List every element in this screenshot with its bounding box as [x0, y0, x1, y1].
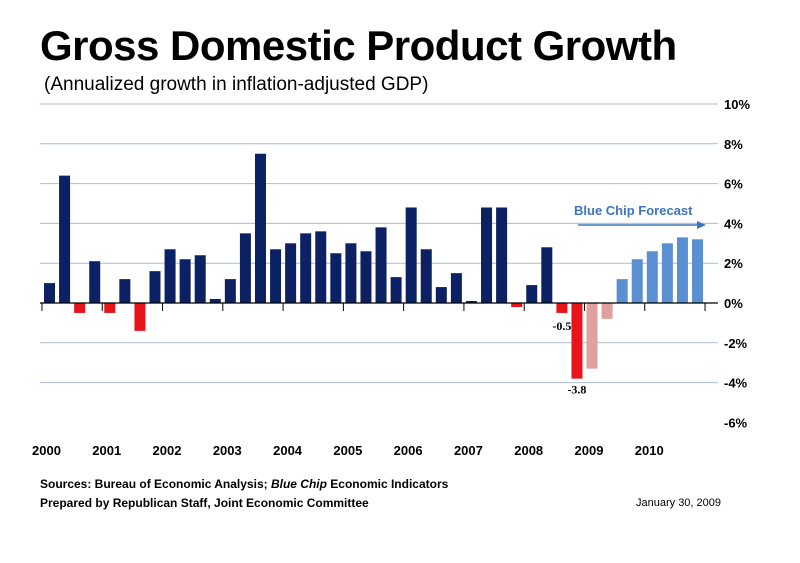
y-tick-label: -6%: [724, 415, 748, 430]
bar-q6: [119, 279, 131, 303]
y-tick-label: 6%: [724, 177, 743, 192]
sources-line: Sources: Bureau of Economic Analysis; Bl…: [40, 477, 448, 491]
chart-subtitle: (Annualized growth in inflation-adjusted…: [44, 74, 429, 95]
bar-q17: [285, 243, 297, 303]
bar-q22: [360, 251, 372, 303]
data-label: -3.8: [567, 383, 586, 397]
bar-q15: [254, 153, 266, 303]
sources-prefix: Sources: Bureau of Economic Analysis;: [40, 477, 271, 491]
forecast-arrow-head: [697, 221, 706, 229]
y-tick-label: 10%: [724, 97, 750, 112]
bar-q11: [194, 255, 206, 303]
bar-q27: [435, 287, 447, 303]
bar-q28: [450, 273, 462, 303]
bar-q9: [164, 249, 176, 303]
bar-q2: [59, 175, 71, 303]
x-tick-label: 2002: [153, 443, 182, 458]
bar-q32: [511, 303, 523, 307]
x-tick-label: 2004: [273, 443, 303, 458]
bar-q8: [149, 271, 161, 303]
bar-q33: [526, 285, 538, 303]
x-tick-label: 2000: [32, 443, 61, 458]
bar-q29: [465, 301, 477, 303]
bar-q26: [420, 249, 432, 303]
sources-italic: Blue Chip: [270, 477, 327, 491]
x-tick-label: 2006: [394, 443, 423, 458]
y-tick-label: 8%: [724, 137, 743, 152]
x-tick-label: 2008: [514, 443, 543, 458]
bar-q23: [375, 227, 387, 303]
bar-q44: [692, 239, 704, 303]
bar-q31: [496, 207, 508, 303]
bar-q19: [315, 231, 327, 303]
bar-q5: [104, 303, 116, 313]
bar-q21: [345, 243, 357, 303]
bar-q18: [300, 233, 312, 303]
bar-q12: [209, 299, 221, 303]
publication-date: January 30, 2009: [636, 497, 722, 509]
x-tick-label: 2010: [635, 443, 664, 458]
bar-q30: [481, 207, 493, 303]
chart-title: Gross Domestic Product Growth: [40, 22, 677, 69]
bar-q7: [134, 303, 146, 331]
x-tick-label: 2001: [92, 443, 121, 458]
y-tick-label: 2%: [724, 256, 743, 271]
bar-q20: [330, 253, 342, 303]
bar-q42: [661, 243, 673, 303]
data-label: -0.5: [552, 319, 571, 333]
bar-q14: [239, 233, 251, 303]
bar-q36: [571, 303, 583, 379]
forecast-annotation: Blue Chip Forecast: [574, 203, 693, 218]
sources-suffix: Economic Indicators: [326, 477, 449, 491]
bar-q43: [676, 237, 688, 303]
prepared-by-line: Prepared by Republican Staff, Joint Econ…: [40, 496, 369, 510]
x-tick-label: 2003: [213, 443, 242, 458]
bar-q16: [270, 249, 282, 303]
x-tick-label: 2007: [454, 443, 483, 458]
bar-q37: [586, 303, 598, 369]
bar-q41: [646, 251, 658, 303]
x-tick-label: 2005: [333, 443, 362, 458]
bar-q4: [89, 261, 101, 303]
bar-q24: [390, 277, 402, 303]
x-tick-label: 2009: [575, 443, 604, 458]
bar-q25: [405, 207, 417, 303]
bar-q35: [556, 303, 568, 313]
y-tick-label: -2%: [724, 336, 748, 351]
y-tick-label: 4%: [724, 216, 743, 231]
bar-q34: [541, 247, 553, 303]
bar-q38: [601, 303, 613, 319]
bar-q3: [74, 303, 86, 313]
y-tick-label: 0%: [724, 296, 743, 311]
bar-q40: [631, 259, 643, 303]
bar-q1: [44, 283, 55, 303]
bar-q13: [224, 279, 236, 303]
bar-q39: [616, 279, 628, 303]
bar-q10: [179, 259, 191, 303]
y-tick-label: -4%: [724, 376, 748, 391]
